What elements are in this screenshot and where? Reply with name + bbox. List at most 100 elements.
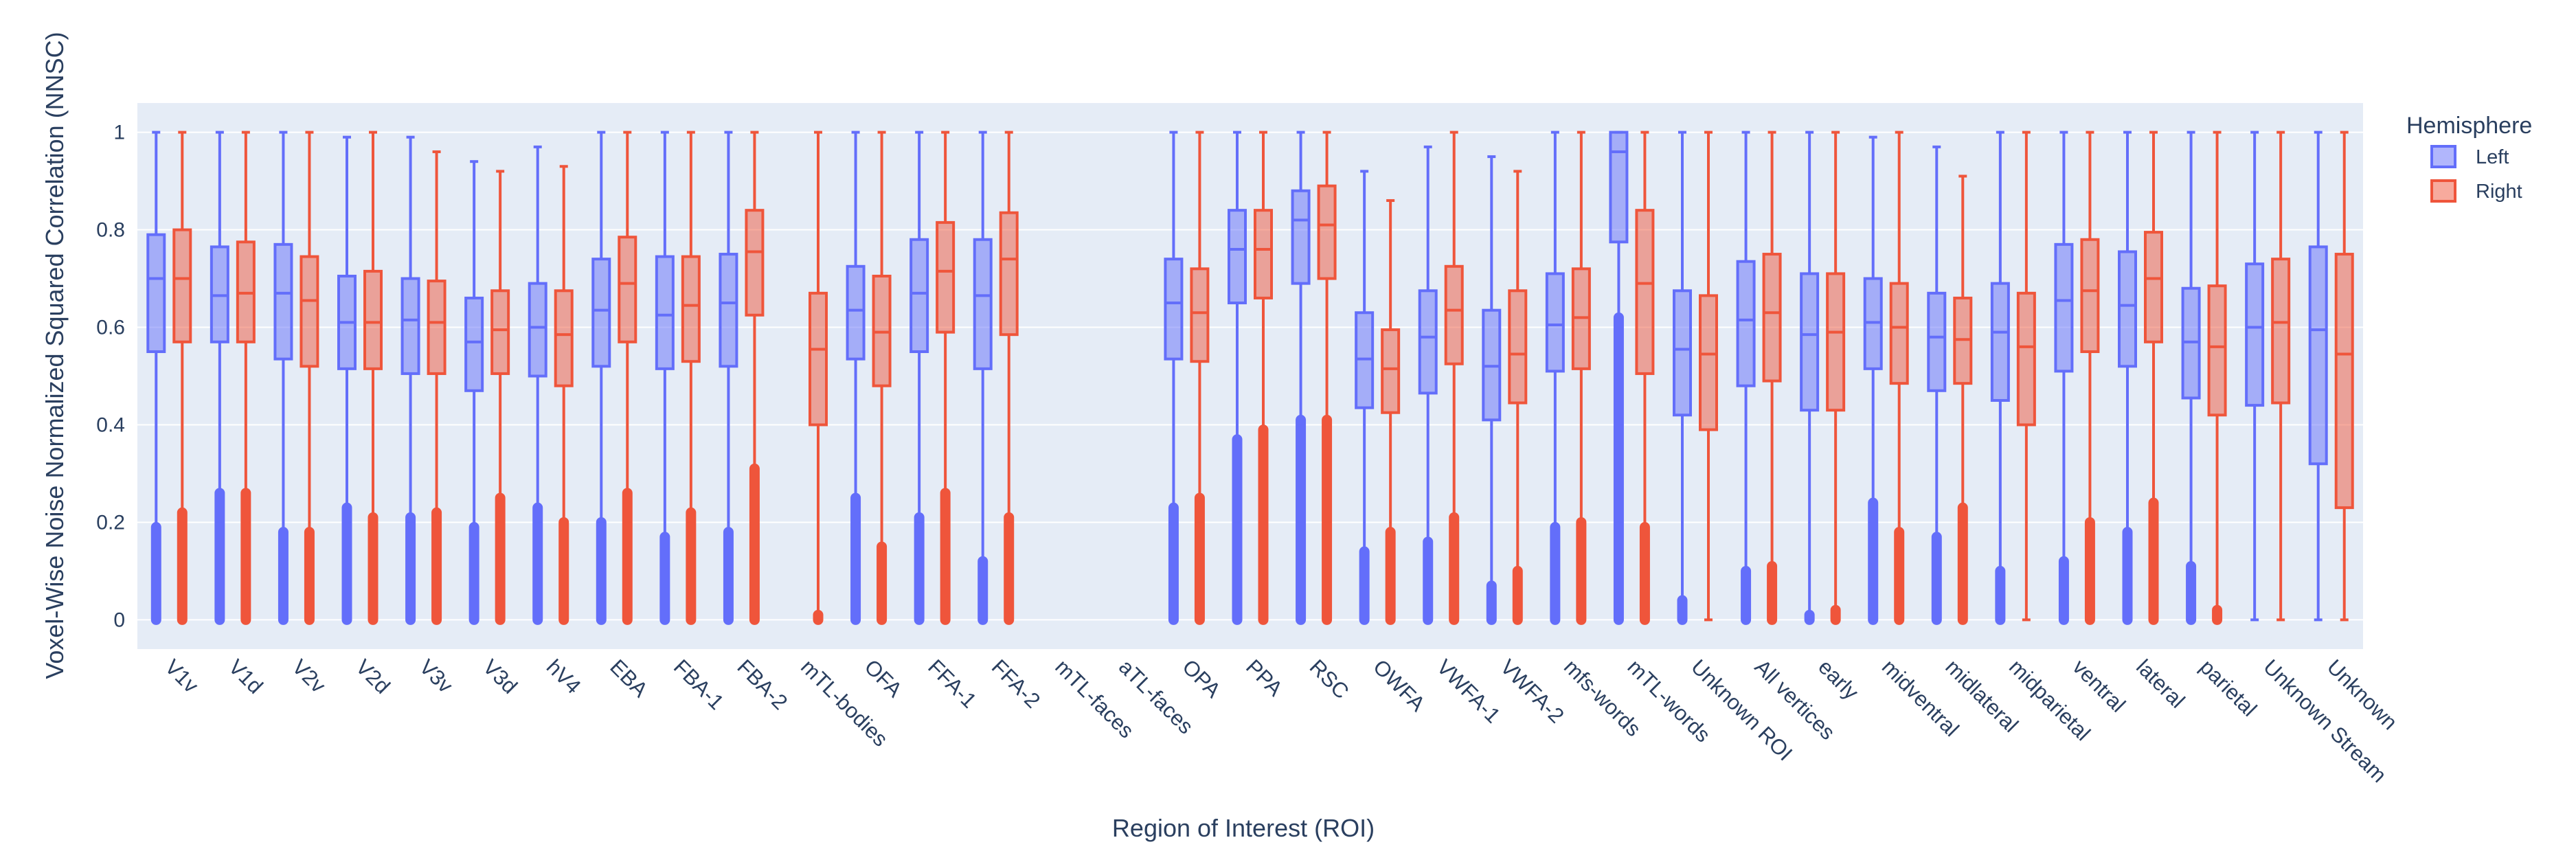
box-right	[2144, 131, 2163, 625]
box-iqr	[146, 233, 166, 354]
box-iqr	[2054, 242, 2074, 373]
y-tick-labels: 0 0.2 0.4 0.6 0.8 1	[96, 122, 125, 632]
box-right	[872, 131, 892, 625]
box-iqr	[1889, 282, 1909, 385]
legend[interactable]: Hemisphere Left Right	[2406, 113, 2532, 203]
box-left	[210, 131, 229, 625]
legend-items[interactable]: Left Right	[2430, 145, 2522, 203]
box-left	[1355, 170, 1375, 625]
box-right	[1508, 170, 1528, 625]
x-tick-label: V3d	[478, 655, 522, 699]
y-tick-label: 0.4	[96, 413, 125, 436]
box-iqr	[999, 211, 1019, 337]
box-iqr	[846, 264, 866, 361]
box-left	[1863, 135, 1883, 625]
box-iqr	[745, 209, 765, 317]
box-left	[655, 131, 675, 625]
box-right	[1953, 174, 1973, 625]
box-iqr	[1228, 209, 1247, 305]
box-iqr	[719, 253, 738, 368]
x-tick-label: PPA	[1241, 655, 1287, 701]
x-tick-label: FFA-2	[987, 655, 1045, 712]
box-left	[1164, 131, 1184, 625]
box-left	[146, 131, 166, 625]
box-iqr	[809, 291, 828, 427]
box-left	[719, 131, 738, 625]
box-right	[1635, 131, 1655, 625]
box-left	[1418, 145, 1438, 625]
x-tick-label: V2v	[287, 655, 330, 698]
x-tick-label: EBA	[605, 655, 653, 702]
box-right	[1254, 131, 1273, 625]
box-right	[1762, 131, 1782, 625]
box-left	[1482, 155, 1502, 625]
box-iqr	[2207, 284, 2227, 417]
box-left	[1927, 145, 1947, 625]
box-iqr	[2080, 238, 2100, 354]
box-iqr	[1254, 209, 1273, 299]
box-iqr	[1826, 272, 1846, 412]
box-iqr	[2016, 291, 2036, 427]
box-iqr	[300, 255, 319, 368]
box-right	[2334, 131, 2354, 622]
box-left	[1736, 131, 1756, 625]
box-iqr	[1444, 264, 1464, 365]
box-right	[1699, 131, 1718, 622]
box-iqr	[2308, 245, 2328, 466]
x-tick-label: parietal	[2195, 655, 2262, 721]
x-tick-label: hV4	[542, 655, 586, 699]
y-tick-label: 0.2	[96, 511, 125, 534]
box-iqr	[1927, 291, 1947, 392]
x-tick-label: V2d	[351, 655, 395, 699]
legend-item-left[interactable]: Left	[2430, 145, 2509, 168]
box-iqr	[172, 228, 192, 343]
box-left	[909, 131, 929, 625]
box-iqr	[1317, 184, 1337, 280]
box-iqr	[1990, 282, 2010, 402]
y-axis-title: Voxel-Wise Noise Normalized Squared Corr…	[41, 32, 69, 679]
box-right	[745, 131, 765, 625]
legend-swatch	[2430, 179, 2456, 203]
box-iqr	[1291, 189, 1311, 285]
box-iqr	[681, 255, 701, 363]
box-right	[172, 131, 192, 625]
y-tick-label: 0.8	[96, 219, 125, 242]
box-right	[1571, 131, 1591, 625]
x-axis-title: Region of Interest (ROI)	[1112, 814, 1375, 842]
box-left	[400, 135, 420, 625]
boxes	[146, 131, 2354, 625]
x-tick-label: lateral	[2132, 655, 2189, 712]
x-tick-label: V1v	[160, 655, 203, 698]
box-left	[528, 145, 547, 625]
x-tick-label: RSC	[1305, 655, 1354, 703]
box-iqr	[490, 289, 510, 375]
x-tick-label: ventral	[2068, 655, 2130, 717]
box-right	[936, 131, 956, 625]
box-iqr	[2271, 258, 2291, 405]
box-iqr	[363, 269, 383, 370]
box-right	[2080, 131, 2100, 625]
box-iqr	[1545, 272, 1565, 373]
x-tick-label: OPA	[1177, 655, 1225, 703]
box-right	[1381, 199, 1401, 625]
box-right	[427, 150, 447, 625]
box-left	[2245, 131, 2265, 622]
box-iqr	[1800, 272, 1820, 412]
box-left	[1673, 131, 1692, 625]
box-iqr	[528, 282, 547, 378]
box-right	[236, 131, 256, 625]
box-iqr	[1164, 258, 1184, 361]
x-tick-label: Unknown Stream	[2259, 655, 2391, 787]
x-tick-label: OWFA	[1368, 655, 1430, 716]
legend-title: Hemisphere	[2406, 113, 2532, 139]
legend-item-right[interactable]: Right	[2430, 179, 2522, 203]
x-tick-label: early	[1814, 655, 1864, 705]
x-tick-label: FBA-1	[669, 655, 729, 714]
box-iqr	[273, 242, 293, 361]
box-iqr	[973, 238, 993, 370]
box-iqr	[1609, 131, 1629, 244]
box-right	[681, 131, 701, 625]
box-iqr	[1673, 289, 1692, 417]
x-tick-label: V1d	[224, 655, 268, 699]
